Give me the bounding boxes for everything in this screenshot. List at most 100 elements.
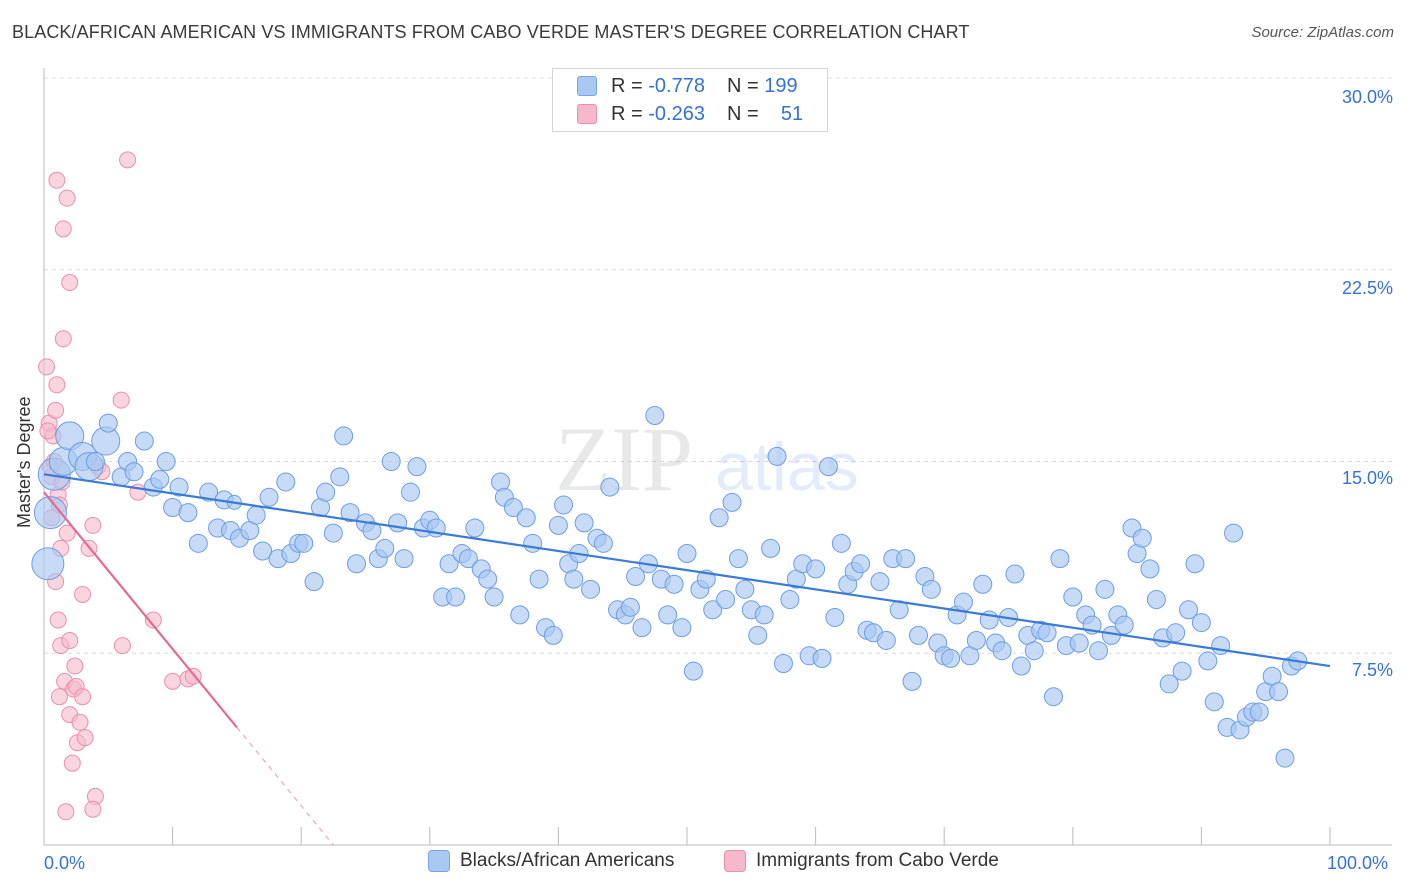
black-african-american-point	[1146, 590, 1166, 610]
black-african-american-point	[1211, 636, 1231, 656]
legend-n-value: 51	[780, 102, 804, 125]
black-african-american-point	[966, 630, 986, 650]
series-label-cabo-verde: Immigrants from Cabo Verde	[756, 850, 999, 871]
y-axis-title: Master's Degree	[14, 396, 34, 528]
black-african-american-point	[574, 513, 594, 533]
black-african-american-point	[150, 469, 170, 489]
legend-n-label: N =	[726, 74, 759, 97]
legend-row-blacks: R = -0.778 N = 199	[577, 73, 798, 99]
black-african-american-point	[1114, 615, 1134, 635]
black-african-american-point	[346, 554, 366, 574]
source-label: Source: ZipAtlas.com	[1251, 24, 1394, 41]
black-african-american-point	[896, 549, 916, 569]
black-african-american-point	[178, 503, 198, 523]
legend-r-label: R =	[611, 74, 643, 97]
black-african-american-point	[554, 495, 574, 515]
black-african-american-point	[683, 661, 703, 681]
black-african-american-point	[1159, 674, 1179, 694]
black-african-american-point	[831, 533, 851, 553]
cabo-verde-point	[61, 631, 79, 649]
black-african-american-point	[773, 653, 793, 673]
black-african-american-point	[458, 549, 478, 569]
series-legend: Blacks/African Americans Immigrants from…	[0, 850, 1406, 878]
black-african-american-point	[199, 482, 219, 502]
black-african-american-point	[581, 579, 601, 599]
black-african-american-point	[1024, 641, 1044, 661]
black-african-american-point	[334, 426, 354, 446]
y-tick-label-30: 30.0%	[1341, 87, 1393, 107]
black-african-american-point	[156, 452, 176, 471]
legend-swatch-blue	[577, 76, 597, 96]
x-tick-label-100: 100.0%	[1327, 853, 1389, 873]
black-african-american-point	[1224, 523, 1244, 543]
black-african-american-point	[1204, 692, 1224, 712]
trend-lines	[43, 473, 1331, 846]
cabo-verde-point	[76, 729, 94, 747]
cabo-verde-point	[58, 524, 76, 542]
black-african-american-point	[323, 523, 343, 543]
black-african-american-point	[1198, 651, 1218, 671]
black-african-american-point	[1069, 633, 1089, 653]
black-african-american-point	[1063, 587, 1083, 607]
black-african-american-point	[812, 648, 832, 668]
cabo-verde-point	[49, 611, 67, 629]
black-african-american-point	[362, 521, 382, 541]
black-african-american-point	[658, 605, 678, 625]
black-african-american-point	[767, 446, 787, 466]
cabo-verde-point	[144, 611, 162, 629]
series-legend-cabo-verde: Immigrants from Cabo Verde	[724, 850, 999, 872]
cabo-verde-point	[39, 422, 57, 440]
cabo-verde-point	[48, 376, 66, 394]
black-african-american-point	[908, 625, 928, 645]
blue-trend-line	[43, 473, 1331, 668]
black-african-american-point	[394, 549, 414, 569]
black-african-american-point	[381, 452, 401, 471]
black-african-american-point	[1166, 623, 1186, 643]
cabo-verde-point	[54, 220, 72, 238]
cabo-verde-point	[58, 189, 76, 207]
black-african-american-point	[806, 559, 826, 579]
black-african-american-point	[716, 590, 736, 610]
legend-r-value: -0.778	[648, 74, 705, 97]
cabo-verde-point	[71, 713, 89, 731]
cabo-verde-point	[112, 391, 130, 409]
series-swatch-pink	[724, 850, 746, 872]
cabo-verde-point	[61, 274, 79, 292]
black-african-american-point	[593, 533, 613, 553]
black-african-american-point	[664, 574, 684, 594]
black-african-american-point	[735, 579, 755, 599]
black-african-american-point	[188, 533, 208, 553]
black-african-american-point	[761, 538, 781, 558]
cabo-verde-point	[66, 657, 84, 675]
cabo-verde-point	[113, 637, 131, 655]
legend-n-label: N =	[726, 102, 759, 125]
cabo-verde-point	[38, 358, 56, 376]
legend-n-value: 199	[764, 74, 798, 97]
pink-trend-extension	[236, 727, 334, 846]
black-african-american-point	[1089, 641, 1109, 661]
grid-lines	[44, 77, 1392, 654]
black-african-american-point	[276, 472, 296, 492]
black-african-american-point	[902, 671, 922, 691]
cabo-verde-point	[119, 151, 137, 169]
black-african-american-point	[626, 567, 646, 587]
cabo-verde-point	[63, 754, 81, 772]
black-african-american-point	[124, 462, 144, 482]
black-african-american-point	[169, 477, 189, 497]
cabo-verde-point	[47, 401, 65, 419]
black-african-american-point	[818, 457, 838, 477]
black-african-american-point	[941, 648, 961, 668]
black-african-american-point	[523, 533, 543, 553]
black-african-american-point	[748, 625, 768, 645]
black-african-american-point	[1179, 600, 1199, 620]
legend-swatch-pink	[577, 104, 597, 124]
black-african-american-point	[677, 544, 697, 564]
black-african-american-point	[600, 477, 620, 497]
black-african-american-point	[709, 508, 729, 528]
black-african-american-point	[294, 533, 314, 553]
black-african-american-point	[1044, 687, 1064, 707]
black-african-american-point	[340, 503, 360, 523]
y-tick-label-7-5: 7.5%	[1351, 660, 1393, 680]
black-african-american-point	[1037, 623, 1057, 643]
cabo-verde-point	[50, 688, 68, 706]
